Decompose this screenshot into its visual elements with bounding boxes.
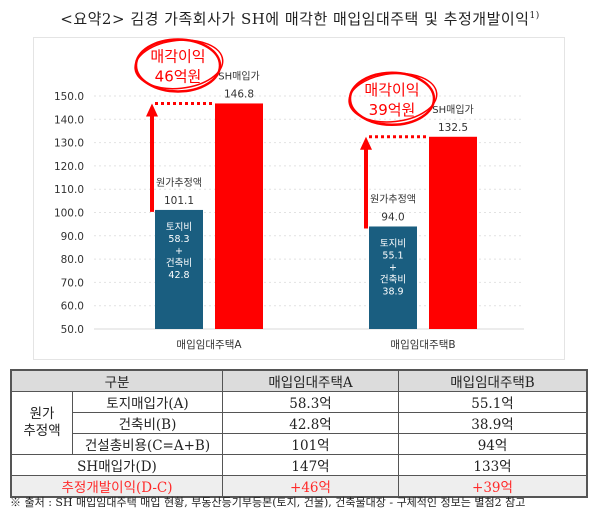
highlight-circle [348,72,438,123]
footnote: ※ 출처 : SH 매입임대주택 매입 현황, 부동산등기부등본(토지, 건물)… [10,496,526,509]
data-label: 132.5 [438,122,468,134]
x-category-label: 매입임대주택B [390,338,455,351]
page-title: <요약2> 김경 가족회사가 SH에 매각한 매입임대주택 및 추정개발이익1) [0,8,600,29]
y-tick-label: 90.0 [61,231,84,243]
bar-inner-label: + [175,246,183,257]
highlight-circle [134,38,222,93]
profit-annotation: 39억원 [369,101,416,119]
table-row: 원가 추정액 토지매입가(A) 58.3억 55.1억 [10,391,588,455]
y-tick-label: 100.0 [54,208,84,220]
title-footnote-mark: 1) [529,11,540,21]
bar-inner-label: 38.9 [382,286,403,297]
profit-annotation: 매각이익 [150,47,205,65]
bar-inner-label: 42.8 [168,270,189,281]
data-label: 101.1 [164,195,194,207]
data-label: 146.8 [224,88,254,100]
y-tick-label: 110.0 [54,184,84,196]
highlight-circle [134,39,224,90]
row-label: 건축비(B) [72,412,223,434]
bar-inner-label: + [389,262,397,273]
bar-inner-label: 건축비 [380,274,406,285]
group-label-line1: 원가 [29,406,55,422]
table-row: 건설총비용(C=A+B) 101억 94억 [11,433,588,455]
series-label: SH매입가 [218,69,259,82]
cell-b: 133억 [398,454,588,476]
data-label: 94.0 [381,211,404,223]
bar-inner-label: 건축비 [166,258,192,269]
cell-a: 147억 [222,454,399,476]
header-house-a: 매입임대주택A [222,369,399,392]
table-header-row: 구분 매입임대주택A 매입임대주택B [10,369,588,392]
chart-panel: 50.0 60.0 70.0 80.0 90.0 100.0 110.0 120.0 130.0… [33,37,565,360]
row-label: 추정개발이익(D-C) [10,475,223,498]
table-row: SH매입가(D) 147억 133억 [10,454,588,476]
table-row-profit: 추정개발이익(D-C) +46억 +39억 [10,475,588,498]
cell-a: +46억 [222,475,399,498]
table-row: 건축비(B) 42.8억 38.9억 [11,412,588,434]
y-tick-label: 80.0 [61,254,84,266]
y-tick-label: 140.0 [54,114,84,126]
profit-annotation: 매각이익 [364,81,419,99]
y-tick-label: 130.0 [54,138,84,150]
title-text: <요약2> 김경 가족회사가 SH에 매각한 매입임대주택 및 추정개발이익 [60,10,530,28]
bar-sh-purchase [429,136,477,329]
series-label: SH매입가 [432,103,473,116]
bar-inner-label: 55.1 [382,250,403,261]
series-label: 원가추정액 [156,177,202,189]
bar-sh-purchase [215,103,263,330]
bar-inner-label: 토지비 [380,238,406,249]
row-label: SH매입가(D) [10,454,223,476]
bar-inner-label: 토지비 [166,222,192,233]
row-label: 토지매입가(A) [72,391,223,413]
cell-a: 58.3억 [222,391,399,413]
group-label-line2: 추정액 [23,423,61,439]
header-house-b: 매입임대주택B [398,369,588,392]
profit-annotation: 46억원 [155,67,202,85]
cell-a: 101억 [222,433,399,455]
bar-inner-label: 58.3 [168,234,189,245]
y-tick-label: 70.0 [61,277,84,289]
cell-b: 94억 [398,433,588,455]
group-cost-estimate: 원가 추정액 [10,391,73,455]
y-tick-label: 60.0 [61,301,84,313]
highlight-circle [348,71,436,127]
bar-chart: 50.0 60.0 70.0 80.0 90.0 100.0 110.0 120.0 130.0… [54,38,524,351]
cell-b: 38.9억 [398,412,588,434]
bar-cost-estimate [369,226,417,329]
cell-b: 55.1억 [398,391,588,413]
cell-a: 42.8억 [222,412,399,434]
arrow-up-icon [146,103,158,117]
cell-b: +39억 [398,475,588,498]
bar-cost-estimate [155,209,203,329]
summary-table: 구분 매입임대주택A 매입임대주택B 원가 추정액 토지매입가(A) 58.3억 … [10,369,588,498]
header-category: 구분 [10,369,223,392]
arrow-up-icon [360,136,372,150]
y-tick-label: 150.0 [54,91,84,103]
x-category-label: 매입임대주택A [176,338,242,351]
series-label: 원가추정액 [370,193,416,205]
y-tick-label: 50.0 [61,324,84,336]
y-tick-label: 120.0 [54,161,84,173]
row-label: 건설총비용(C=A+B) [72,433,223,455]
